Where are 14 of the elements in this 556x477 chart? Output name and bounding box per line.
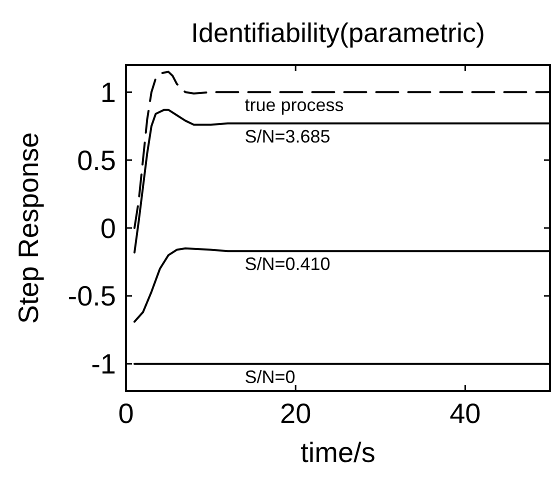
x-tick-label: 40 [450,398,481,429]
y-tick-label: 0 [100,212,116,244]
series-label: S/N=0.410 [244,254,330,274]
chart-title: Identifiability(parametric) [190,18,486,48]
y-tick-label: -0.5 [68,280,116,312]
y-tick-label: 0.5 [77,144,116,176]
y-axis-title: Step Response [13,132,44,324]
series-label: S/N=3.685 [244,126,330,146]
x-axis-title: time/s [300,437,376,468]
y-tick-label: 1 [100,76,116,108]
x-tick-label: 20 [280,398,312,429]
y-tick-label: -1 [91,348,116,380]
series-label: true process [244,95,344,116]
legend-label: S/N=0 [244,366,296,387]
